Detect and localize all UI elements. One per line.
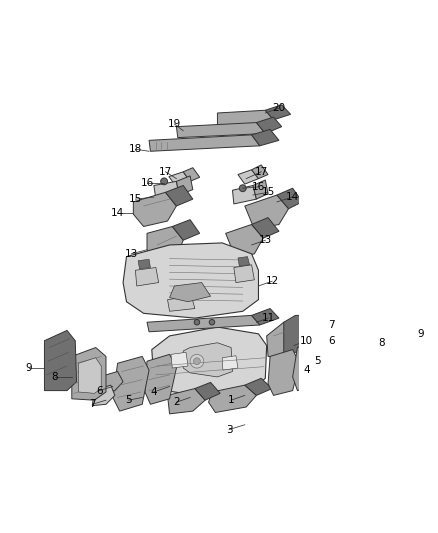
Polygon shape — [267, 322, 294, 359]
Polygon shape — [169, 172, 190, 187]
Text: 4: 4 — [303, 365, 310, 375]
Text: 11: 11 — [261, 313, 275, 323]
Polygon shape — [253, 180, 268, 199]
Polygon shape — [172, 220, 200, 240]
Polygon shape — [265, 105, 290, 120]
Text: 14: 14 — [111, 208, 124, 218]
Polygon shape — [238, 256, 250, 266]
Circle shape — [209, 319, 215, 325]
Polygon shape — [245, 378, 272, 395]
Polygon shape — [154, 181, 179, 199]
Polygon shape — [217, 110, 273, 127]
Polygon shape — [133, 192, 177, 227]
Polygon shape — [238, 169, 258, 184]
Text: 9: 9 — [25, 363, 32, 373]
Polygon shape — [177, 176, 193, 195]
Circle shape — [239, 185, 246, 192]
Polygon shape — [147, 227, 183, 262]
Polygon shape — [123, 243, 258, 318]
Polygon shape — [149, 135, 260, 151]
Polygon shape — [138, 260, 150, 269]
Text: 18: 18 — [129, 144, 142, 154]
Text: 6: 6 — [96, 385, 102, 395]
Text: 17: 17 — [159, 167, 172, 177]
Polygon shape — [195, 382, 220, 400]
Polygon shape — [113, 357, 149, 411]
Text: 12: 12 — [265, 276, 279, 286]
Polygon shape — [334, 320, 368, 372]
Polygon shape — [171, 352, 188, 368]
Polygon shape — [92, 385, 115, 406]
Text: 19: 19 — [168, 119, 181, 129]
Polygon shape — [277, 188, 302, 209]
Text: 8: 8 — [51, 372, 58, 382]
Text: 13: 13 — [259, 235, 272, 245]
Polygon shape — [226, 224, 263, 259]
Polygon shape — [152, 327, 267, 398]
Text: 15: 15 — [261, 187, 275, 197]
Polygon shape — [79, 358, 101, 393]
Text: 7: 7 — [89, 399, 95, 409]
Text: 13: 13 — [125, 249, 138, 259]
Text: 1: 1 — [228, 395, 234, 405]
Polygon shape — [167, 389, 205, 414]
Text: 16: 16 — [141, 179, 154, 189]
Text: 5: 5 — [125, 395, 132, 405]
Polygon shape — [245, 195, 289, 229]
Polygon shape — [99, 372, 123, 393]
Polygon shape — [145, 354, 177, 404]
Polygon shape — [233, 185, 256, 204]
Polygon shape — [340, 329, 364, 366]
Polygon shape — [251, 217, 279, 238]
Polygon shape — [208, 385, 256, 413]
Polygon shape — [268, 350, 300, 395]
Text: 6: 6 — [328, 336, 335, 346]
Text: 14: 14 — [286, 192, 299, 202]
Polygon shape — [72, 348, 106, 400]
Polygon shape — [167, 296, 195, 311]
Text: 5: 5 — [314, 356, 321, 366]
Polygon shape — [222, 356, 238, 370]
Polygon shape — [251, 309, 279, 325]
Text: 8: 8 — [378, 338, 385, 348]
Polygon shape — [183, 168, 200, 181]
Text: 3: 3 — [226, 425, 233, 434]
Polygon shape — [135, 268, 159, 286]
Text: 15: 15 — [129, 194, 142, 204]
Polygon shape — [314, 320, 339, 343]
Polygon shape — [371, 306, 405, 366]
Circle shape — [161, 178, 167, 185]
Text: 10: 10 — [300, 336, 313, 346]
Polygon shape — [234, 265, 254, 282]
Circle shape — [190, 354, 204, 368]
Text: 2: 2 — [173, 397, 180, 407]
Polygon shape — [170, 282, 211, 302]
Text: 9: 9 — [417, 329, 424, 339]
Polygon shape — [251, 165, 268, 179]
Text: 20: 20 — [272, 103, 286, 113]
Polygon shape — [183, 343, 233, 377]
Polygon shape — [256, 117, 282, 133]
Text: 4: 4 — [151, 387, 157, 397]
Polygon shape — [313, 332, 336, 355]
Polygon shape — [251, 130, 279, 146]
Polygon shape — [147, 316, 260, 332]
Circle shape — [194, 319, 200, 325]
Circle shape — [194, 358, 200, 365]
Polygon shape — [284, 316, 304, 359]
Text: 17: 17 — [254, 167, 268, 177]
Polygon shape — [166, 185, 193, 206]
Polygon shape — [293, 341, 320, 391]
Text: 7: 7 — [328, 320, 335, 330]
Polygon shape — [177, 123, 265, 138]
Text: 16: 16 — [252, 182, 265, 192]
Polygon shape — [44, 330, 77, 391]
